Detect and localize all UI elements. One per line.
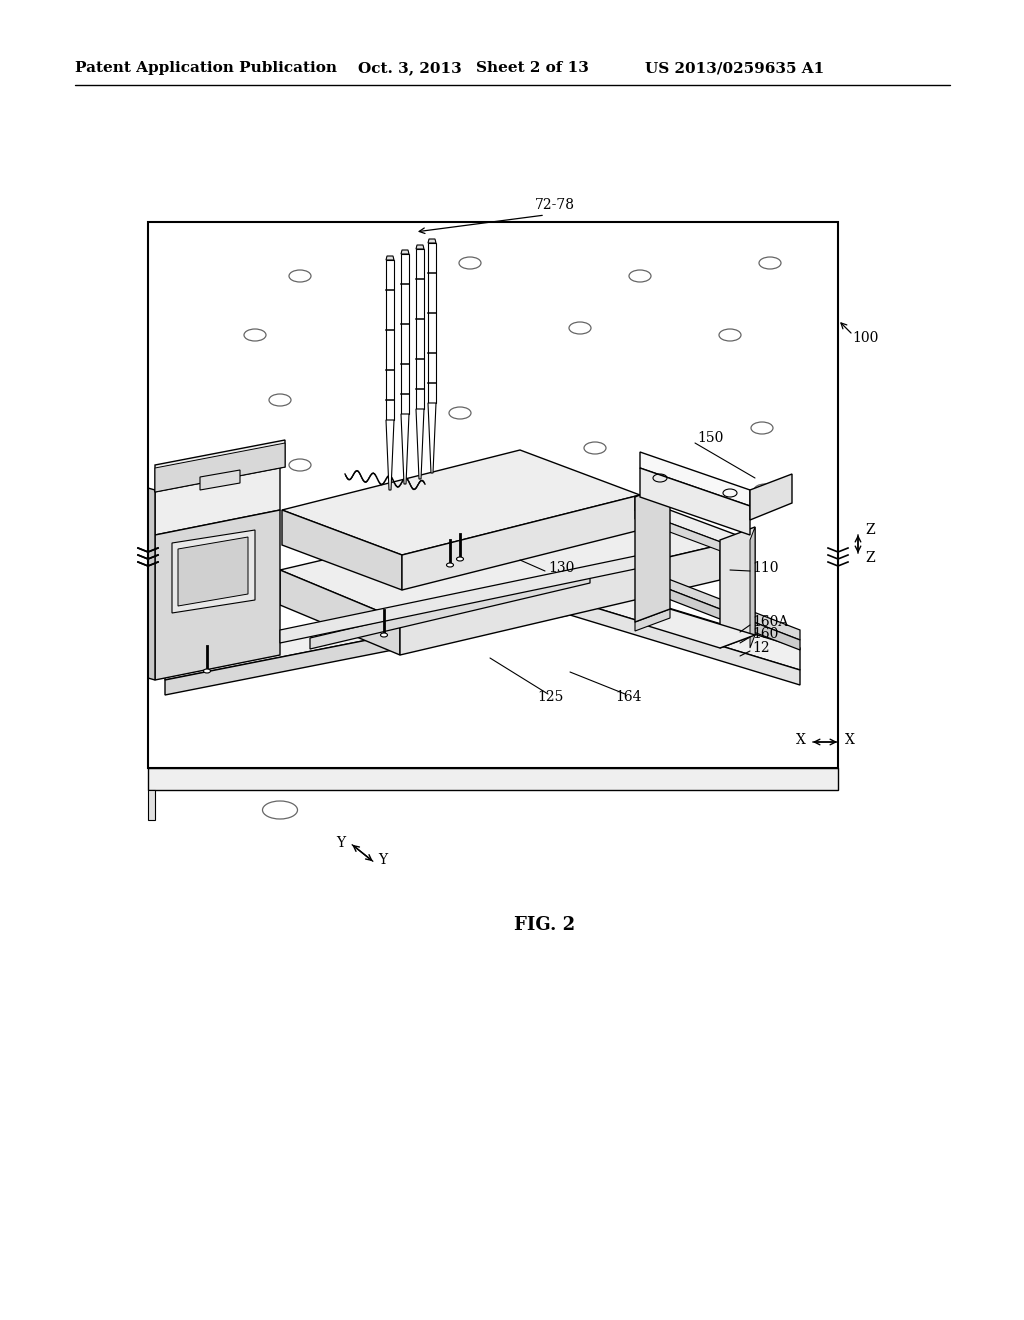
Polygon shape — [178, 537, 248, 606]
Polygon shape — [386, 256, 394, 260]
Text: Z: Z — [865, 523, 874, 537]
Polygon shape — [401, 249, 409, 253]
Polygon shape — [280, 570, 400, 655]
Text: X: X — [796, 733, 806, 747]
Polygon shape — [416, 246, 424, 249]
Text: Sheet 2 of 13: Sheet 2 of 13 — [476, 61, 589, 75]
Polygon shape — [400, 545, 720, 655]
Ellipse shape — [446, 564, 454, 568]
Text: Patent Application Publication: Patent Application Publication — [75, 61, 337, 75]
Polygon shape — [428, 239, 436, 243]
Polygon shape — [750, 527, 755, 648]
Polygon shape — [148, 488, 155, 680]
Polygon shape — [282, 450, 640, 554]
Polygon shape — [635, 510, 750, 562]
Text: 110: 110 — [752, 561, 778, 576]
Text: 164: 164 — [615, 690, 641, 704]
Text: Y: Y — [378, 853, 387, 867]
Polygon shape — [635, 498, 750, 553]
Polygon shape — [640, 568, 800, 640]
Polygon shape — [155, 465, 280, 535]
Polygon shape — [165, 601, 570, 696]
Polygon shape — [155, 510, 280, 680]
Polygon shape — [310, 572, 590, 649]
Polygon shape — [570, 601, 800, 685]
Text: US 2013/0259635 A1: US 2013/0259635 A1 — [645, 61, 824, 75]
Text: 72-78: 72-78 — [535, 198, 575, 213]
Polygon shape — [155, 440, 285, 492]
Polygon shape — [200, 470, 240, 490]
Polygon shape — [416, 249, 424, 409]
Text: 100: 100 — [852, 331, 879, 345]
Polygon shape — [640, 451, 750, 506]
Polygon shape — [635, 483, 670, 622]
Text: 150: 150 — [697, 432, 723, 445]
Polygon shape — [280, 554, 640, 643]
Polygon shape — [165, 578, 800, 680]
Text: X: X — [845, 733, 855, 747]
Polygon shape — [148, 768, 838, 789]
Text: Z: Z — [865, 550, 874, 565]
Polygon shape — [416, 409, 424, 479]
Polygon shape — [640, 469, 750, 535]
Polygon shape — [386, 420, 394, 490]
Text: 12: 12 — [752, 642, 770, 655]
Polygon shape — [428, 243, 436, 403]
Ellipse shape — [204, 669, 211, 673]
Polygon shape — [402, 495, 640, 590]
Text: 160: 160 — [752, 627, 778, 642]
Polygon shape — [635, 609, 755, 648]
Text: 125: 125 — [537, 690, 563, 704]
Polygon shape — [635, 609, 670, 631]
Polygon shape — [401, 253, 409, 414]
Text: 130: 130 — [548, 561, 574, 576]
Text: Oct. 3, 2013: Oct. 3, 2013 — [358, 61, 462, 75]
Polygon shape — [401, 414, 409, 484]
Polygon shape — [172, 531, 255, 612]
Polygon shape — [428, 403, 436, 473]
Polygon shape — [640, 578, 800, 649]
Text: Y: Y — [336, 836, 345, 850]
Ellipse shape — [457, 557, 464, 561]
Text: FIG. 2: FIG. 2 — [514, 916, 575, 935]
Polygon shape — [282, 510, 402, 590]
Polygon shape — [148, 789, 155, 820]
Polygon shape — [386, 260, 394, 420]
Text: 160A: 160A — [752, 615, 788, 630]
Polygon shape — [155, 444, 285, 492]
Bar — [148, 222, 838, 768]
Polygon shape — [720, 527, 755, 648]
Polygon shape — [280, 495, 720, 620]
Ellipse shape — [381, 634, 387, 638]
Polygon shape — [750, 474, 792, 520]
